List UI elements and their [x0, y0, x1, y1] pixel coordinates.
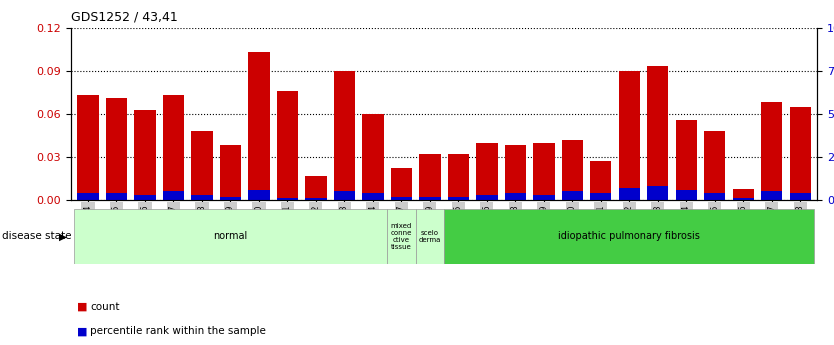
Bar: [420, 154, 440, 200]
Bar: [191, 195, 213, 200]
Bar: [676, 120, 697, 200]
Bar: [73, 209, 387, 264]
Bar: [732, 198, 754, 200]
Bar: [647, 66, 669, 200]
Text: idiopathic pulmonary fibrosis: idiopathic pulmonary fibrosis: [558, 231, 701, 241]
Bar: [249, 190, 269, 200]
Bar: [476, 142, 498, 200]
Bar: [448, 154, 469, 200]
Bar: [590, 161, 611, 200]
Text: count: count: [90, 302, 119, 312]
Bar: [387, 209, 415, 264]
Bar: [790, 107, 811, 200]
Bar: [219, 146, 241, 200]
Bar: [305, 176, 327, 200]
Bar: [761, 191, 782, 200]
Bar: [305, 198, 327, 200]
Bar: [78, 95, 98, 200]
Bar: [704, 131, 726, 200]
Bar: [590, 193, 611, 200]
Bar: [219, 197, 241, 200]
Text: ■: ■: [77, 302, 88, 312]
Bar: [761, 102, 782, 200]
Text: scelo
derma: scelo derma: [419, 230, 441, 243]
Bar: [420, 197, 440, 200]
Text: disease state: disease state: [2, 231, 71, 241]
Bar: [476, 195, 498, 200]
Bar: [134, 195, 156, 200]
Bar: [448, 197, 469, 200]
Bar: [619, 71, 640, 200]
Bar: [249, 52, 269, 200]
Bar: [106, 193, 127, 200]
Text: mixed
conne
ctive
tissue: mixed conne ctive tissue: [390, 223, 412, 250]
Bar: [334, 191, 355, 200]
Text: ■: ■: [77, 326, 88, 336]
Bar: [561, 140, 583, 200]
Bar: [390, 197, 412, 200]
Bar: [277, 91, 298, 200]
Bar: [362, 193, 384, 200]
Bar: [106, 98, 127, 200]
Bar: [533, 195, 555, 200]
Bar: [444, 209, 815, 264]
Bar: [163, 95, 184, 200]
Bar: [790, 193, 811, 200]
Bar: [732, 189, 754, 200]
Bar: [619, 188, 640, 200]
Bar: [277, 198, 298, 200]
Text: percentile rank within the sample: percentile rank within the sample: [90, 326, 266, 336]
Text: GDS1252 / 43,41: GDS1252 / 43,41: [71, 10, 178, 23]
Bar: [78, 193, 98, 200]
Bar: [134, 110, 156, 200]
Bar: [334, 71, 355, 200]
Bar: [704, 193, 726, 200]
Bar: [163, 191, 184, 200]
Bar: [676, 190, 697, 200]
Bar: [647, 186, 669, 200]
Bar: [533, 142, 555, 200]
Bar: [561, 191, 583, 200]
Bar: [415, 209, 444, 264]
Bar: [505, 193, 526, 200]
Bar: [505, 146, 526, 200]
Bar: [191, 131, 213, 200]
Bar: [362, 114, 384, 200]
Text: ▶: ▶: [59, 231, 68, 241]
Text: normal: normal: [214, 231, 248, 241]
Bar: [390, 168, 412, 200]
